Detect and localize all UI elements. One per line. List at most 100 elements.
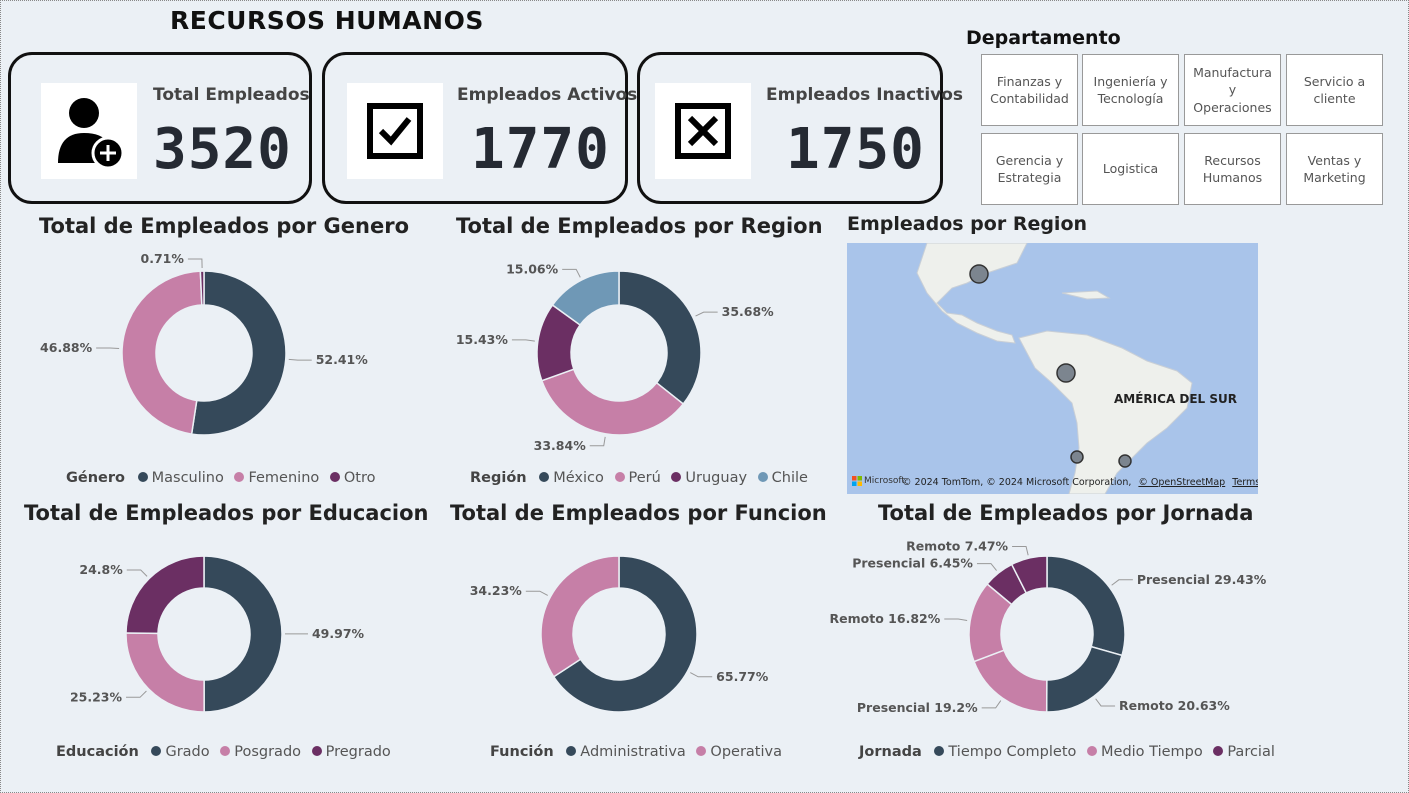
legend-item[interactable]: Tiempo Completo <box>934 744 1076 760</box>
legend-title: Educación <box>56 744 139 760</box>
label-leader-line <box>944 618 968 621</box>
microsoft-logo: Microsoft <box>852 476 905 486</box>
data-label: 49.97% <box>312 626 365 641</box>
legend-region: Región México Perú Uruguay Chile <box>470 470 814 486</box>
slicer-item[interactable]: Gerencia y Estrategia <box>981 133 1078 205</box>
donut-slice[interactable] <box>203 555 283 713</box>
chart-title-educacion: Total de Empleados por Educacion <box>24 501 429 525</box>
label-leader-line <box>690 672 713 678</box>
data-label: Presencial 19.2% <box>857 700 978 715</box>
legend-item[interactable]: Pregrado <box>311 744 391 760</box>
data-label: Remoto 20.63% <box>1119 698 1230 713</box>
data-label: 33.84% <box>534 438 587 453</box>
label-leader-line <box>1012 545 1029 556</box>
legend-item[interactable]: Posgrado <box>220 744 301 760</box>
kpi-card-inactive: Empleados Inactivos 1750 <box>637 52 963 204</box>
data-label: Remoto 7.47% <box>906 538 1008 553</box>
label-leader-line <box>976 563 997 571</box>
legend-item[interactable]: Administrativa <box>566 744 686 760</box>
kpi-label: Total Empleados <box>153 85 310 105</box>
checkbox-x-icon <box>655 83 751 179</box>
kpi-value: 3520 <box>153 117 292 182</box>
donut-slice[interactable] <box>1045 645 1123 713</box>
donut-slice[interactable] <box>125 632 205 713</box>
chart-title-funcion: Total de Empleados por Funcion <box>450 501 827 525</box>
slicer-item[interactable]: Logistica <box>1082 133 1179 205</box>
map-title: Empleados por Region <box>847 213 1088 235</box>
donut-slice[interactable] <box>552 555 698 713</box>
legend-item[interactable]: Parcial <box>1213 744 1275 760</box>
donut-slice[interactable] <box>973 649 1048 713</box>
user-add-icon <box>41 83 137 179</box>
legend-item[interactable]: Operativa <box>696 744 782 760</box>
donut-slice[interactable] <box>125 555 205 635</box>
legend-title: Región <box>470 470 527 486</box>
legend-item[interactable]: Otro <box>329 470 376 486</box>
kpi-value: 1750 <box>786 117 925 182</box>
chart-title-jornada: Total de Empleados por Jornada <box>878 501 1254 525</box>
label-leader-line <box>511 339 535 342</box>
map-bubble-chile <box>1070 450 1084 464</box>
label-leader-line <box>695 311 718 317</box>
microsoft-label: Microsoft <box>864 476 905 486</box>
legend-item[interactable]: Grado <box>151 744 210 760</box>
chart-title-genero: Total de Empleados por Genero <box>39 214 409 238</box>
slicer-item[interactable]: Manufactura y Operaciones <box>1184 54 1281 126</box>
donut-slice[interactable] <box>551 270 620 326</box>
attribution-text: © 2024 TomTom, © 2024 Microsoft Corporat… <box>902 477 1132 488</box>
data-label: 35.68% <box>722 304 775 319</box>
legend-item[interactable]: México <box>539 470 604 486</box>
data-label: 15.43% <box>456 332 509 347</box>
donut-slice[interactable] <box>540 368 685 436</box>
donut-slice[interactable] <box>1046 555 1126 657</box>
donut-slice[interactable] <box>540 555 620 678</box>
legend-item[interactable]: Femenino <box>234 470 319 486</box>
label-leader-line <box>981 700 1002 709</box>
map-bubble-peru <box>1056 363 1076 383</box>
legend-genero: Género Masculino Femenino Otro <box>66 470 382 486</box>
kpi-card-active: Empleados Activos 1770 <box>322 52 637 204</box>
label-leader-line <box>1095 698 1116 707</box>
slicer-item[interactable]: Ventas y Marketing <box>1286 133 1383 205</box>
donut-slice[interactable] <box>121 270 203 435</box>
donut-slice[interactable] <box>1010 555 1048 594</box>
label-leader-line <box>126 690 147 698</box>
data-label: Remoto 16.82% <box>830 611 941 626</box>
legend-item[interactable]: Perú <box>614 470 661 486</box>
slicer-item[interactable]: Servicio a cliente <box>1286 54 1383 126</box>
kpi-label: Empleados Inactivos <box>766 85 964 105</box>
legend-item[interactable]: Chile <box>757 470 808 486</box>
map-bubble-uruguay <box>1118 454 1132 468</box>
legend-funcion: Función Administrativa Operativa <box>490 744 788 760</box>
legend-item[interactable]: Medio Tiempo <box>1087 744 1203 760</box>
donut-slice[interactable] <box>618 270 702 406</box>
slicer-item[interactable]: Finanzas y Contabilidad <box>981 54 1078 126</box>
label-leader-line <box>1111 579 1133 586</box>
chart-title-region: Total de Empleados por Region <box>456 214 823 238</box>
page-title: RECURSOS HUMANOS <box>170 6 484 35</box>
label-leader-line <box>126 569 148 577</box>
label-leader-line <box>589 436 606 447</box>
slicer-item[interactable]: Recursos Humanos <box>1184 133 1281 205</box>
slicer-item[interactable]: Ingeniería y Tecnología <box>1082 54 1179 126</box>
legend-item[interactable]: Uruguay <box>671 470 747 486</box>
slicer-title: Departamento <box>966 27 1121 49</box>
data-label: 25.23% <box>70 689 123 704</box>
donut-slice[interactable] <box>190 270 287 436</box>
legend-item[interactable]: Masculino <box>137 470 224 486</box>
terms-link[interactable]: Terms <box>1232 477 1258 488</box>
label-leader-line <box>187 258 203 269</box>
legend-title: Género <box>66 470 126 486</box>
osm-link[interactable]: © OpenStreetMap <box>1138 477 1226 488</box>
donut-slice[interactable] <box>199 270 205 306</box>
label-leader-line <box>288 358 312 361</box>
data-label: 34.23% <box>470 583 523 598</box>
region-map[interactable]: AMÉRICA DEL SUR Microsoft © 2024 TomTom,… <box>847 243 1258 494</box>
data-label: 52.41% <box>316 352 369 367</box>
data-label: Presencial 6.45% <box>852 556 973 571</box>
legend-educacion: Educación Grado Posgrado Pregrado <box>56 744 397 760</box>
kpi-value: 1770 <box>471 117 610 182</box>
map-bubbles <box>969 264 1132 468</box>
data-label: 24.8% <box>79 562 123 577</box>
